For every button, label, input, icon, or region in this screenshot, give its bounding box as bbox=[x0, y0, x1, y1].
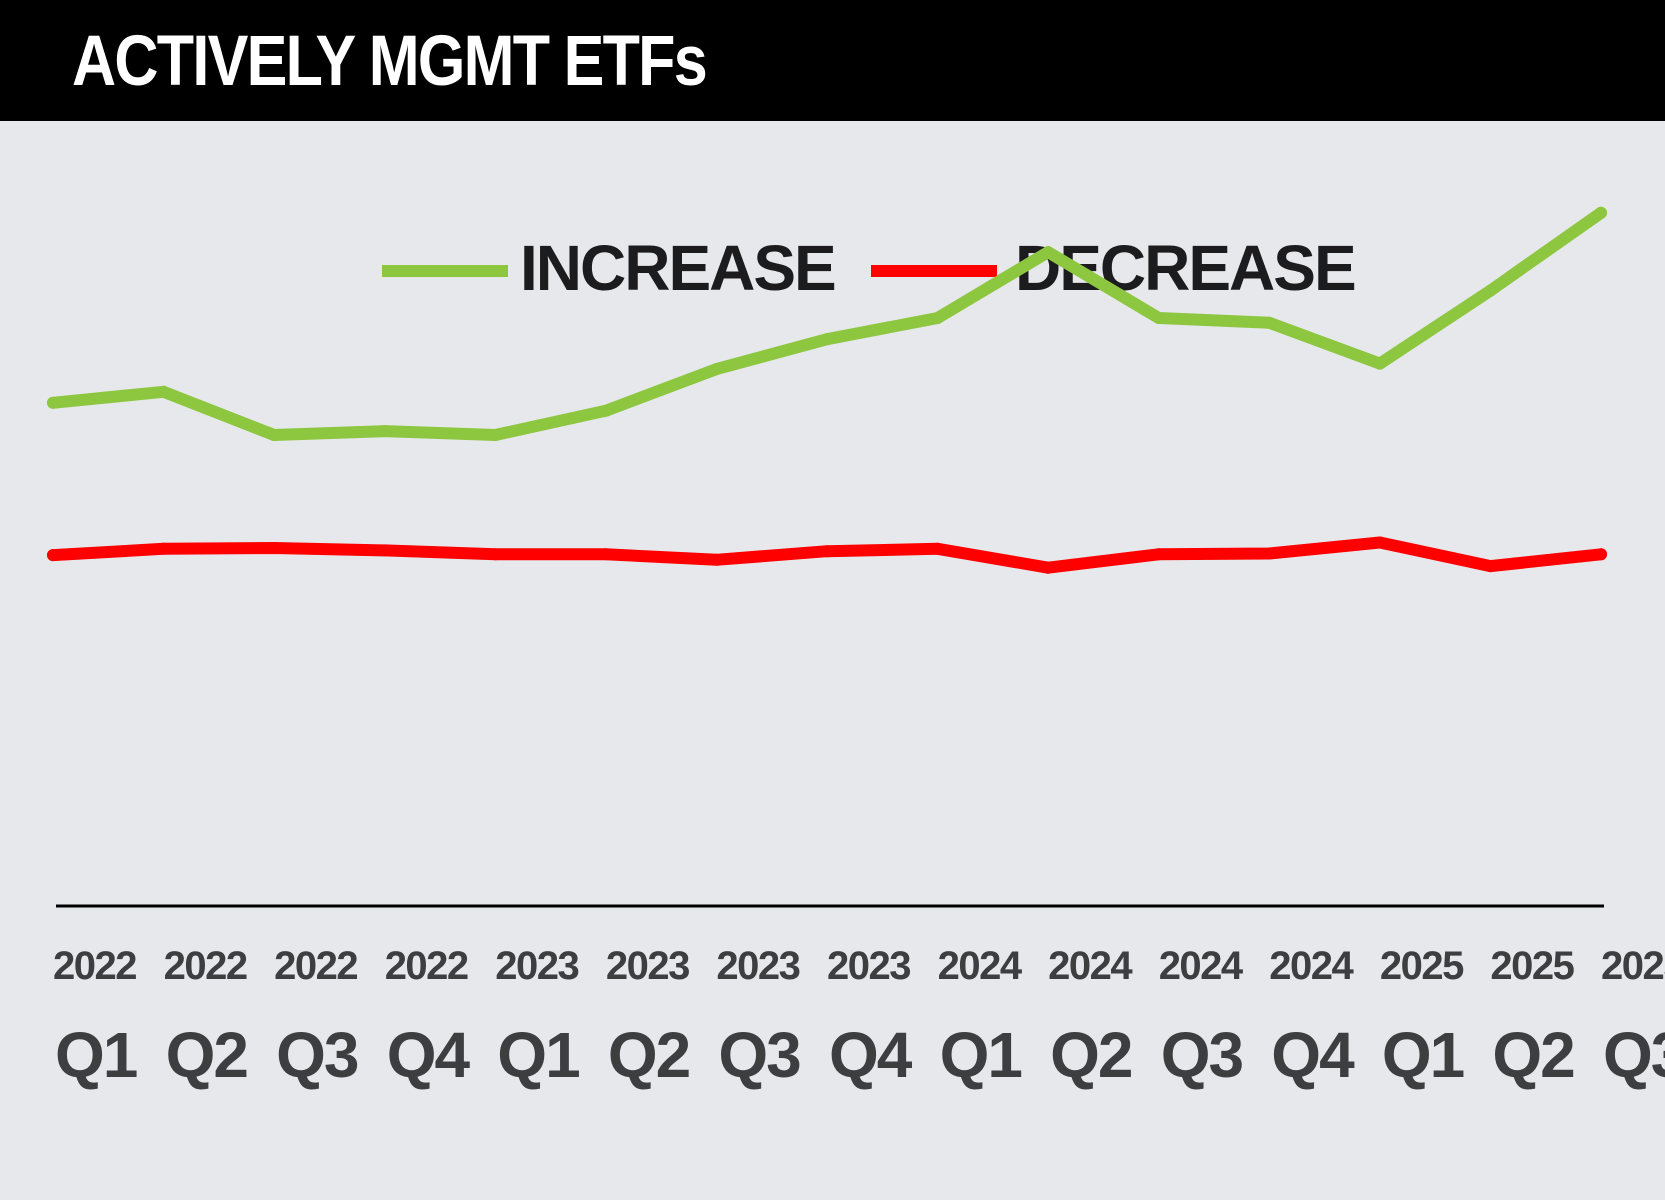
x-tick-year-13: 2025 bbox=[1380, 944, 1464, 988]
x-tick-year-15: 2025 bbox=[1601, 944, 1665, 988]
x-tick-year-7: 2023 bbox=[716, 944, 799, 988]
data-point-decrease-4 bbox=[378, 544, 391, 557]
x-tick-quarter-3: Q3 bbox=[276, 1019, 358, 1091]
x-tick-year-9: 2024 bbox=[938, 944, 1023, 988]
data-point-decrease-3 bbox=[268, 542, 281, 554]
x-tick-year-6: 2023 bbox=[606, 944, 689, 988]
data-point-decrease-13 bbox=[1373, 536, 1386, 549]
x-tick-year-12: 2024 bbox=[1269, 944, 1354, 988]
legend: INCREASE DECREASE bbox=[382, 232, 1357, 304]
x-tick-quarter-5: Q1 bbox=[497, 1019, 579, 1091]
x-tick-labels: 2022 Q1 2022 Q2 2022 Q3 2022 Q4 2023 Q1 2023 Q2 2023… bbox=[53, 944, 1665, 1091]
data-point-increase-9 bbox=[931, 312, 944, 324]
x-tick-quarter-12: Q4 bbox=[1271, 1019, 1355, 1091]
data-point-increase-4 bbox=[378, 425, 391, 438]
chart-title: ACTIVELY MGMT ETFs bbox=[72, 22, 708, 101]
x-tick-year-1: 2022 bbox=[53, 944, 136, 988]
data-point-increase-14 bbox=[1484, 284, 1497, 297]
data-point-decrease-1 bbox=[47, 549, 59, 562]
legend-label-increase: INCREASE bbox=[520, 232, 835, 304]
data-point-increase-12 bbox=[1263, 316, 1276, 329]
data-point-decrease-15 bbox=[1595, 548, 1607, 561]
data-point-increase-7 bbox=[710, 363, 723, 376]
x-tick-quarter-9: Q1 bbox=[940, 1019, 1022, 1091]
data-point-decrease-8 bbox=[821, 545, 833, 558]
x-tick-year-14: 2025 bbox=[1490, 944, 1574, 988]
x-tick-quarter-14: Q2 bbox=[1492, 1019, 1574, 1091]
x-tick-quarter-6: Q2 bbox=[608, 1019, 690, 1091]
x-tick-quarter-15: Q3 bbox=[1603, 1019, 1665, 1091]
data-point-decrease-14 bbox=[1484, 560, 1497, 573]
data-point-increase-5 bbox=[489, 429, 502, 441]
data-point-increase-8 bbox=[821, 333, 833, 346]
x-tick-year-3: 2022 bbox=[274, 944, 357, 988]
data-point-decrease-12 bbox=[1263, 547, 1276, 560]
x-tick-quarter-13: Q1 bbox=[1382, 1019, 1464, 1091]
data-point-increase-1 bbox=[47, 396, 59, 409]
data-point-increase-11 bbox=[1152, 312, 1165, 324]
data-point-decrease-6 bbox=[599, 548, 612, 561]
x-tick-quarter-1: Q1 bbox=[55, 1019, 137, 1091]
x-tick-year-5: 2023 bbox=[495, 944, 578, 988]
x-tick-quarter-11: Q3 bbox=[1161, 1019, 1243, 1091]
data-point-increase-15 bbox=[1595, 206, 1607, 219]
x-tick-quarter-7: Q3 bbox=[718, 1019, 800, 1091]
data-point-increase-2 bbox=[157, 385, 170, 398]
data-point-increase-3 bbox=[268, 429, 281, 441]
data-point-decrease-9 bbox=[931, 542, 944, 555]
title-bar: ACTIVELY MGMT ETFs bbox=[0, 0, 1665, 121]
x-tick-year-10: 2024 bbox=[1048, 944, 1133, 988]
plot-area bbox=[47, 206, 1607, 574]
x-tick-year-11: 2024 bbox=[1159, 944, 1244, 988]
data-point-increase-6 bbox=[599, 404, 612, 417]
x-tick-quarter-8: Q4 bbox=[829, 1019, 913, 1091]
data-point-decrease-5 bbox=[489, 548, 502, 561]
x-tick-year-4: 2022 bbox=[385, 944, 468, 988]
x-tick-year-8: 2023 bbox=[827, 944, 910, 988]
x-tick-quarter-2: Q2 bbox=[166, 1019, 248, 1091]
data-point-increase-10 bbox=[1042, 246, 1055, 259]
data-point-decrease-2 bbox=[157, 542, 170, 555]
data-point-decrease-10 bbox=[1042, 561, 1055, 574]
data-point-increase-13 bbox=[1373, 357, 1386, 370]
x-tick-quarter-10: Q2 bbox=[1050, 1019, 1132, 1091]
x-tick-year-2: 2022 bbox=[164, 944, 247, 988]
x-tick-quarter-4: Q4 bbox=[387, 1019, 471, 1091]
data-point-decrease-7 bbox=[710, 553, 723, 566]
data-point-decrease-11 bbox=[1152, 548, 1165, 561]
